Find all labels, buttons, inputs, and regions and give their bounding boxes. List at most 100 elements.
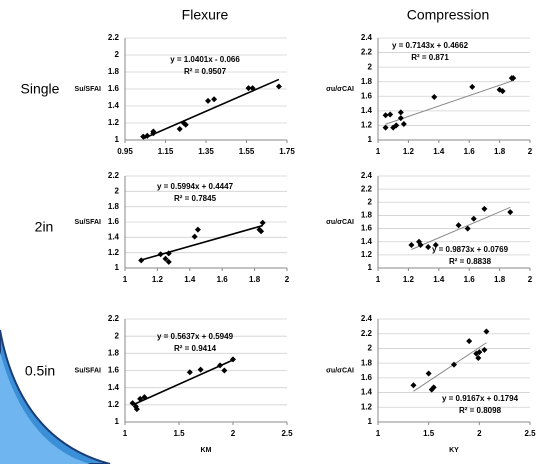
trendline (411, 206, 511, 250)
annotation: y = 0.9873x + 0.0769 (432, 245, 509, 254)
x-axis-label: KY (449, 447, 459, 454)
annotation: R² = 0.9507 (184, 67, 227, 76)
point (144, 132, 151, 139)
point (410, 382, 417, 389)
x-tick-label: 1.4 (433, 275, 445, 284)
y-tick-label: 2 (368, 62, 373, 71)
y-tick-label: 1.4 (108, 101, 120, 110)
point (205, 97, 212, 104)
point (197, 366, 204, 373)
x-tick-label: 1.8 (249, 275, 261, 284)
point (432, 242, 439, 248)
y-tick-label: 2.2 (108, 33, 120, 42)
point (150, 130, 157, 137)
point (408, 242, 415, 248)
annotation: R² = 0.9414 (174, 344, 217, 353)
y-axis-label: Su/SFAI (75, 219, 102, 226)
trendline (385, 80, 514, 125)
y-tick-label: 1.6 (361, 224, 373, 233)
point (165, 250, 172, 257)
y-tick-label: 1.4 (108, 383, 120, 392)
row-label: 2in (35, 219, 54, 235)
y-axis-label: σu/σCAI (326, 367, 354, 374)
y-tick-label: 1.6 (108, 217, 120, 226)
x-tick-label: 1.8 (494, 147, 506, 156)
y-tick-label: 2 (368, 197, 373, 206)
point (141, 394, 148, 401)
annotation: y = 0.7143x + 0.4662 (392, 41, 469, 50)
x-tick-label: 1.5 (423, 429, 435, 438)
x-tick-label: 1.6 (464, 147, 476, 156)
point (387, 111, 394, 118)
point (258, 228, 265, 235)
y-tick-label: 1.4 (108, 232, 120, 241)
point (464, 225, 471, 232)
x-tick-label: 1.35 (198, 147, 214, 156)
y-tick-label: 2 (115, 50, 120, 59)
annotation: y = 0.9167x + 0.1794 (442, 394, 519, 403)
x-tick-label: 1.55 (239, 147, 255, 156)
point (481, 205, 488, 212)
point (425, 243, 432, 250)
x-axis-label: KM (201, 447, 212, 454)
point (507, 209, 514, 216)
point (430, 384, 437, 391)
y-tick-label: 2 (368, 344, 373, 353)
point (140, 133, 147, 140)
point (400, 120, 407, 127)
point (470, 215, 477, 222)
x-tick-label: 1 (376, 147, 381, 156)
x-tick-label: 1 (123, 429, 128, 438)
point (469, 83, 476, 90)
y-tick-label: 1.4 (361, 106, 373, 115)
annotation: R² = 0.7845 (174, 194, 217, 203)
x-tick-label: 1.4 (433, 147, 445, 156)
y-tick-label: 1.8 (361, 358, 373, 367)
point (165, 258, 172, 265)
point (499, 88, 506, 95)
x-tick-label: 2 (528, 147, 533, 156)
point (475, 354, 482, 361)
y-tick-label: 1.4 (361, 237, 373, 246)
y-tick-label: 1 (368, 417, 373, 426)
point (221, 367, 228, 374)
x-tick-label: 2.5 (281, 429, 293, 438)
point (397, 115, 404, 122)
y-tick-label: 2 (115, 186, 120, 195)
point (194, 226, 201, 233)
y-tick-label: 1.6 (108, 366, 120, 375)
point (249, 85, 256, 92)
y-tick-label: 1.8 (361, 77, 373, 86)
y-axis-label: Su/SFAI (75, 367, 102, 374)
y-tick-label: 1.8 (361, 211, 373, 220)
y-tick-label: 1.6 (361, 91, 373, 100)
point (481, 346, 488, 353)
point (451, 361, 457, 368)
point (162, 255, 169, 262)
x-tick-label: 1.6 (464, 275, 476, 284)
x-tick-label: 1.6 (217, 275, 229, 284)
point (211, 96, 218, 103)
x-tick-label: 1.8 (494, 275, 506, 284)
annotation: R² = 0.8838 (449, 257, 492, 266)
y-tick-label: 2 (115, 331, 120, 340)
decoration (0, 352, 90, 464)
annotation: y = 1.0401x - 0.066 (170, 55, 240, 64)
column-title: Compression (407, 7, 489, 23)
point (425, 370, 432, 377)
x-tick-label: 1.4 (184, 275, 196, 284)
point (393, 122, 400, 129)
y-tick-label: 2.4 (361, 314, 373, 323)
point (455, 222, 462, 229)
y-tick-label: 1.2 (108, 400, 120, 409)
y-tick-label: 1.8 (108, 348, 120, 357)
point (431, 94, 438, 101)
x-tick-label: 1.5 (173, 429, 185, 438)
y-tick-label: 1.2 (108, 118, 120, 127)
point (217, 362, 224, 369)
y-tick-label: 1 (115, 263, 120, 272)
point (129, 400, 136, 407)
point (191, 233, 198, 240)
column-title: Flexure (182, 7, 229, 23)
